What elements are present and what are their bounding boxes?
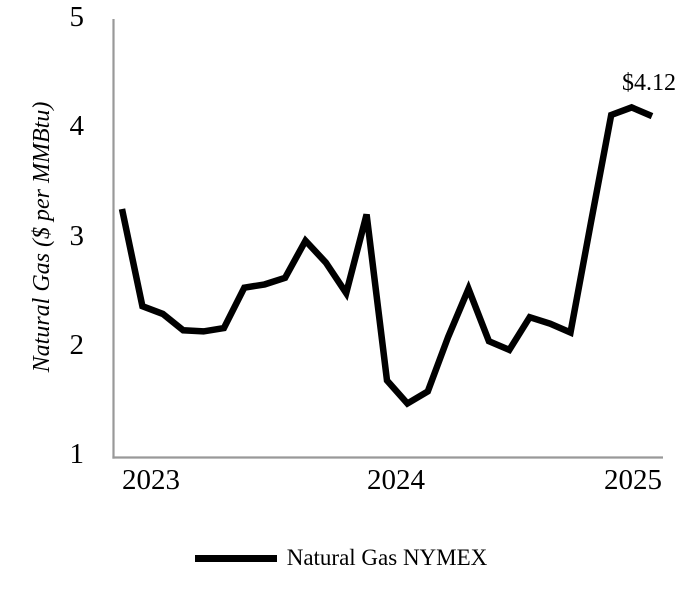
y-tick-label: 1	[69, 438, 85, 470]
legend-line-swatch	[194, 554, 277, 562]
last-value-annotation: $4.12	[622, 70, 676, 97]
x-tick-label: 2024	[367, 464, 425, 496]
y-tick-label: 5	[69, 1, 85, 33]
y-tick-label: 3	[69, 219, 85, 252]
x-tick-label: 2023	[122, 464, 180, 496]
y-tick-label: 2	[69, 328, 85, 361]
legend-label: Natural Gas NYMEX	[286, 545, 488, 570]
y-tick-label: 4	[69, 110, 85, 143]
x-tick-label: 2025	[604, 464, 662, 496]
price-line	[118, 103, 654, 408]
legend: Natural Gas NYMEX	[0, 546, 682, 570]
